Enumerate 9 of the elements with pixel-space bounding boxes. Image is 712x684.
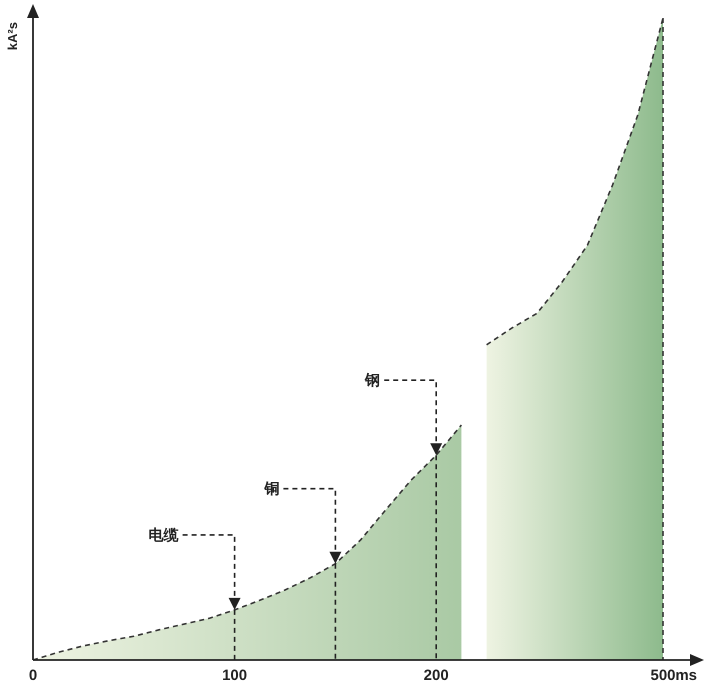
x-tick-label: 500 [650, 667, 676, 684]
annotation: 铜 [263, 480, 280, 498]
x-tick-label: 200 [424, 667, 449, 684]
x-tick-label: 0 [28, 667, 38, 684]
y-axis-title: kA²s [5, 22, 20, 50]
x-axis-title: ms [675, 667, 697, 684]
annotation: 钢 [364, 372, 380, 390]
x-tick-label: 100 [222, 667, 248, 684]
annotation: 电缆 [148, 526, 180, 544]
